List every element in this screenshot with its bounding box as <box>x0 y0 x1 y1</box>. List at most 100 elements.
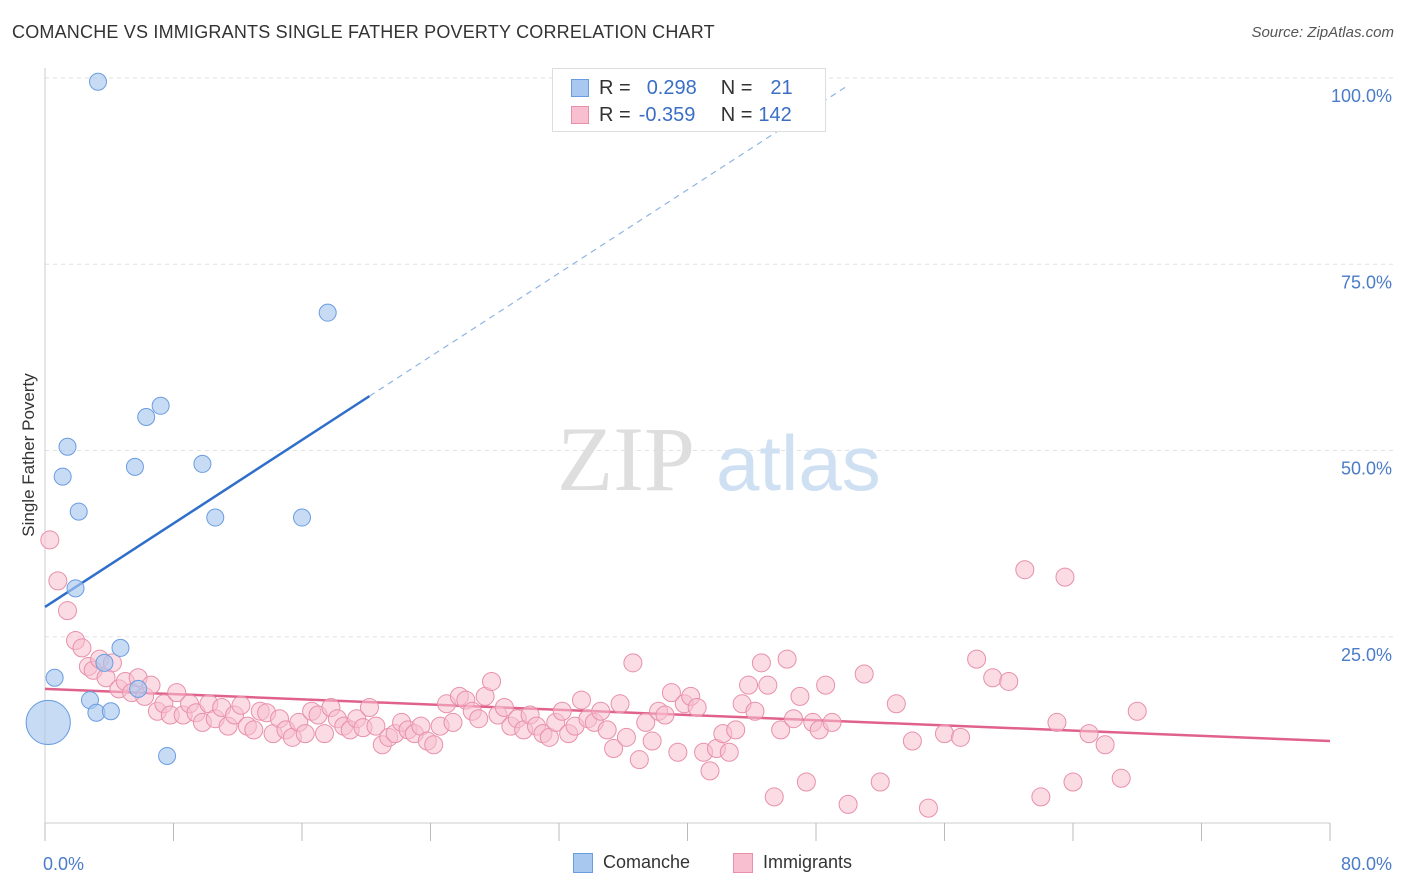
point-immigrants <box>668 742 688 762</box>
point-immigrants <box>700 761 720 781</box>
series-legend: Comanche Immigrants <box>0 852 1406 876</box>
point-comanche <box>95 653 114 672</box>
point-comanche <box>206 508 225 527</box>
point-immigrants <box>967 649 987 669</box>
trend-line-comanche-extension <box>369 84 849 397</box>
point-comanche <box>66 579 85 598</box>
point-comanche <box>25 699 71 746</box>
trend-line-immigrants <box>44 687 1331 743</box>
y-tick-label: 75.0% <box>1341 272 1392 292</box>
point-immigrants <box>629 750 649 770</box>
point-immigrants <box>918 798 938 818</box>
point-immigrants <box>854 664 874 684</box>
point-immigrants <box>642 731 662 751</box>
point-comanche <box>45 668 64 687</box>
legend-swatch-immigrants <box>733 852 753 873</box>
watermark: ZIP atlas <box>557 408 881 510</box>
point-immigrants <box>816 675 836 695</box>
chart-title: COMANCHE VS IMMIGRANTS SINGLE FATHER POV… <box>12 22 715 42</box>
point-immigrants <box>167 683 187 703</box>
point-comanche <box>293 508 311 527</box>
point-immigrants <box>902 731 922 751</box>
legend-swatch-comanche <box>571 79 589 97</box>
legend-row-immigrants: R = -0.359 N = 142 <box>571 104 792 126</box>
point-immigrants <box>494 698 514 718</box>
point-immigrants <box>1015 560 1035 580</box>
point-immigrants <box>1047 712 1067 732</box>
point-immigrants <box>552 701 572 721</box>
point-immigrants <box>571 690 591 710</box>
point-comanche <box>137 407 156 426</box>
point-immigrants <box>1055 567 1075 587</box>
point-immigrants <box>838 794 858 814</box>
legend-swatch-immigrants <box>571 106 589 124</box>
point-immigrants <box>366 716 386 736</box>
point-immigrants <box>726 720 746 740</box>
point-immigrants <box>1063 772 1083 792</box>
point-immigrants <box>443 712 463 732</box>
point-immigrants <box>1095 735 1115 755</box>
point-comanche <box>53 467 72 486</box>
x-tick-label: 80.0% <box>1341 854 1392 874</box>
point-immigrants <box>764 787 784 807</box>
n-value: 142 <box>758 103 792 126</box>
point-immigrants <box>623 653 643 673</box>
correlation-legend: R = 0.298 N = 21 R = -0.359 N = 142 <box>552 68 826 132</box>
trend-line-comanche <box>44 395 371 608</box>
point-immigrants <box>48 571 68 591</box>
point-comanche <box>193 454 212 473</box>
y-tick-label: 50.0% <box>1341 459 1392 479</box>
axes <box>44 68 1331 841</box>
r-value: 0.298 <box>646 76 697 99</box>
point-comanche <box>69 502 88 521</box>
point-immigrants <box>745 701 765 721</box>
point-immigrants <box>983 668 1003 688</box>
point-comanche <box>129 679 148 698</box>
point-immigrants <box>597 720 617 740</box>
point-comanche <box>101 702 120 721</box>
point-immigrants <box>482 671 502 691</box>
legend-item-immigrants[interactable]: Immigrants <box>733 852 852 873</box>
point-comanche <box>158 746 177 765</box>
point-immigrants <box>784 709 804 729</box>
point-comanche <box>318 303 337 322</box>
point-comanche <box>125 457 144 476</box>
point-immigrants <box>231 695 251 715</box>
point-immigrants <box>636 712 656 732</box>
point-immigrants <box>771 720 791 740</box>
point-immigrants <box>424 735 444 755</box>
point-immigrants <box>719 742 739 762</box>
point-immigrants <box>870 772 890 792</box>
point-immigrants <box>57 601 77 621</box>
point-immigrants <box>999 671 1019 691</box>
grid-lines <box>45 77 1395 638</box>
point-immigrants <box>661 683 681 703</box>
r-label: R = <box>599 103 631 126</box>
point-comanche <box>89 72 108 91</box>
point-immigrants <box>616 727 636 747</box>
y-axis-label: Single Father Poverty <box>19 373 38 537</box>
legend-row-comanche: R = 0.298 N = 21 <box>571 77 793 99</box>
point-immigrants <box>751 653 771 673</box>
trend-lines <box>44 84 1331 743</box>
point-immigrants <box>935 724 954 744</box>
point-immigrants <box>655 705 675 725</box>
point-immigrants <box>1079 724 1099 744</box>
tick-labels: 25.0% 50.0% 75.0% 100.0% 0.0% 80.0% <box>43 86 1392 874</box>
legend-swatch-comanche <box>573 852 593 873</box>
watermark-zip: ZIP <box>557 408 695 510</box>
point-immigrants <box>796 772 816 792</box>
point-immigrants <box>72 638 92 658</box>
point-immigrants <box>359 698 379 718</box>
r-value: -0.359 <box>638 103 696 126</box>
n-label: N = <box>720 76 753 99</box>
y-tick-label: 100.0% <box>1331 86 1392 106</box>
point-immigrants <box>469 709 489 729</box>
point-immigrants <box>604 739 624 758</box>
legend-item-comanche[interactable]: Comanche <box>573 852 690 873</box>
point-immigrants <box>758 675 778 695</box>
point-immigrants <box>244 720 264 740</box>
point-immigrants <box>591 701 611 721</box>
point-immigrants <box>1127 701 1147 721</box>
